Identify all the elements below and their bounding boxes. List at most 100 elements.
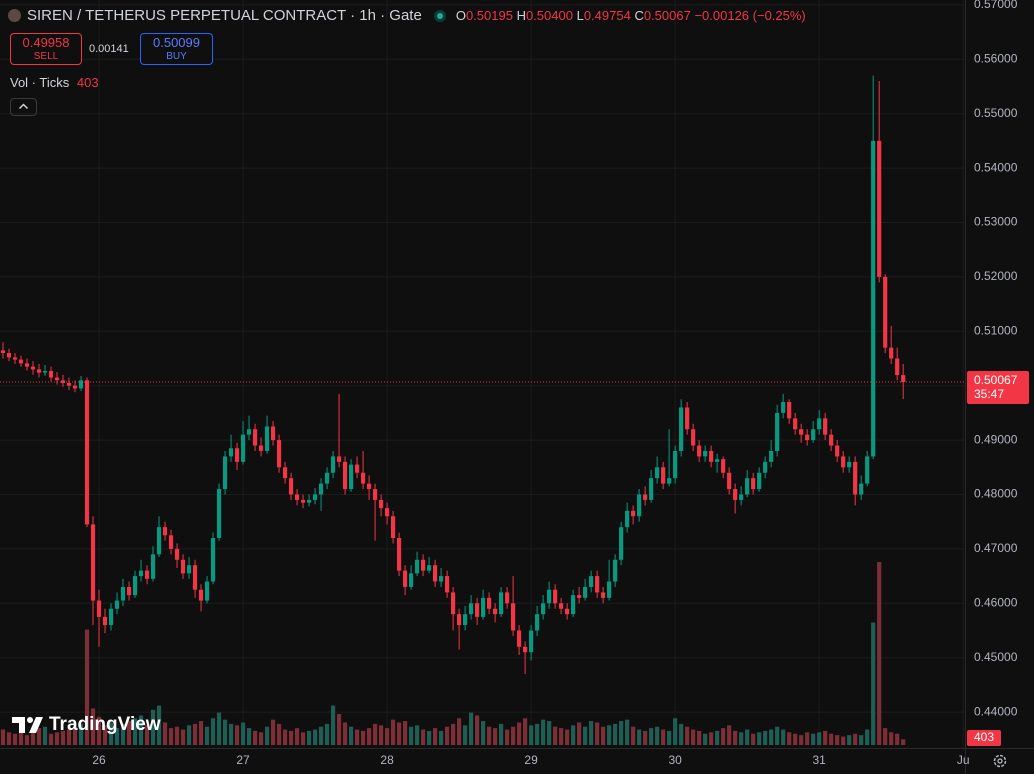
candle-body — [114, 600, 120, 609]
candle-body — [144, 570, 150, 579]
candle-body — [348, 464, 354, 490]
volume-bar — [294, 728, 300, 745]
volume-bar — [150, 709, 156, 745]
volume-bar — [72, 728, 78, 745]
candle-body — [565, 608, 570, 615]
volume-bar — [727, 725, 732, 745]
ohlc-value: 0.50067 — [643, 8, 691, 23]
volume-bar — [390, 719, 396, 745]
candle-body — [781, 402, 786, 413]
volume-bar — [48, 733, 54, 745]
volume-bar — [336, 714, 342, 745]
volume-bar — [793, 733, 798, 745]
volume-bar — [703, 733, 708, 745]
volume-bar — [589, 721, 594, 745]
volume-bar — [679, 723, 684, 745]
candle-body — [739, 494, 744, 500]
candle-body — [234, 448, 240, 462]
candle-body — [517, 630, 522, 647]
volume-bar — [300, 732, 306, 745]
volume-bar — [499, 723, 504, 745]
candle-body — [312, 494, 318, 500]
volume-bar — [523, 718, 528, 745]
volume-bar — [595, 722, 600, 745]
candle-body — [378, 499, 384, 509]
volume-bar — [468, 712, 474, 745]
volume-bar — [360, 730, 366, 745]
candle-body — [174, 548, 180, 560]
candle-body — [547, 589, 552, 604]
candle-body — [84, 380, 90, 525]
candle-body — [895, 358, 900, 376]
volume-bar — [511, 726, 516, 745]
candle-body — [276, 440, 282, 468]
volume-bar — [162, 722, 168, 745]
volume-bar — [240, 722, 246, 745]
volume-bar — [889, 732, 894, 745]
candle-body — [450, 592, 456, 615]
volume-bar — [366, 728, 372, 745]
volume-bar — [871, 622, 876, 745]
candle-body — [859, 483, 864, 495]
candle-body — [96, 600, 102, 617]
volume-bar — [84, 629, 90, 745]
volume-bar — [198, 721, 204, 745]
volume-bar — [685, 726, 690, 745]
buy-label: BUY — [166, 51, 187, 62]
volume-bar — [444, 726, 450, 745]
settings-button[interactable] — [993, 754, 1007, 768]
volume-bar — [18, 730, 24, 745]
symbol-icon — [8, 9, 21, 22]
volume-bar — [438, 730, 444, 745]
volume-bar — [174, 726, 180, 745]
ohlc-label: L — [576, 8, 584, 23]
volume-bar — [745, 729, 750, 745]
volume-bar — [553, 726, 558, 745]
candle-body — [54, 377, 60, 381]
volume-bar — [733, 730, 738, 745]
y-tick-label: 0.53000 — [974, 215, 1018, 229]
candle-body — [330, 456, 336, 473]
caret-icon — [18, 103, 29, 110]
candle-body — [438, 576, 444, 582]
volume-bar — [426, 730, 432, 745]
candle-body — [685, 407, 690, 430]
brand-logo[interactable]: TradingView — [12, 714, 161, 736]
volume-bar — [210, 718, 216, 745]
volume-bar — [276, 723, 282, 745]
candle-body — [661, 467, 666, 484]
candle-body — [709, 450, 714, 462]
market-status[interactable] — [433, 9, 446, 22]
candle-body — [847, 461, 852, 468]
brand-icon — [12, 717, 43, 733]
candle-body — [889, 347, 894, 359]
candle-body — [102, 616, 108, 626]
last-price-tag — [967, 371, 1029, 405]
volume-bar — [649, 728, 654, 745]
candle-body — [228, 448, 234, 457]
candle-body — [6, 353, 12, 358]
volume-bar — [841, 736, 846, 745]
candle-body — [511, 603, 516, 631]
sell-button[interactable]: 0.49958 SELL — [10, 33, 82, 65]
volume-bar — [330, 705, 336, 745]
volume-bar — [619, 721, 624, 745]
x-tick-label: 29 — [524, 753, 538, 767]
volume-bar — [505, 729, 510, 745]
candle-body — [541, 603, 546, 615]
volume-bar — [12, 733, 18, 745]
volume-bar — [42, 726, 48, 745]
volume-bar — [805, 732, 810, 745]
volume-bar — [234, 725, 240, 745]
candle-body — [210, 538, 216, 582]
candle-body — [817, 418, 822, 430]
volume-bar — [853, 733, 858, 745]
buy-button[interactable]: 0.50099 BUY — [140, 33, 213, 65]
collapse-button[interactable] — [10, 98, 37, 116]
candle-body — [853, 461, 858, 495]
volume-bar — [517, 722, 522, 745]
candle-body — [132, 576, 138, 596]
candle-body — [198, 589, 204, 601]
candle-body — [318, 483, 324, 495]
settings-icon — [997, 758, 1003, 764]
